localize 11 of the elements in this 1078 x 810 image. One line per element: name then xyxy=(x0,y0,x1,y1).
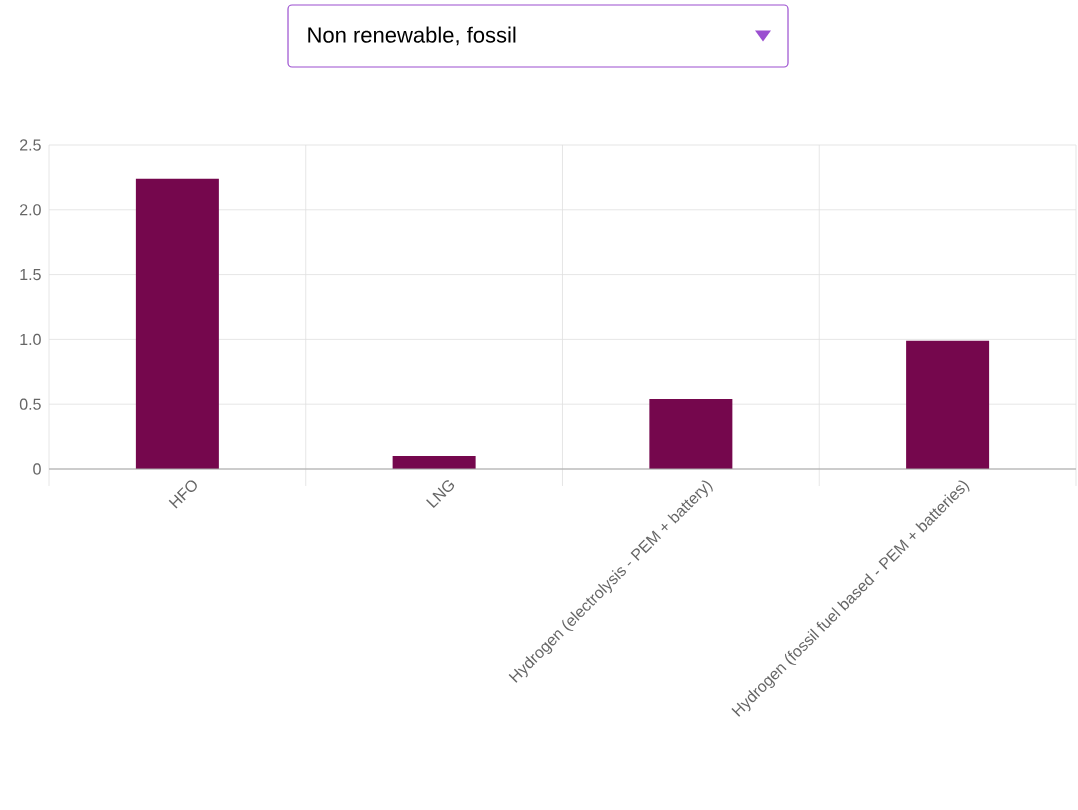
y-tick-label: 1.0 xyxy=(20,333,41,346)
y-tick-label: 2.5 xyxy=(20,139,41,151)
bar xyxy=(649,399,733,469)
y-tick-label: 1.5 xyxy=(20,269,41,281)
chart-title: Non renewable, fossil xyxy=(308,26,516,46)
y-tick-label: 0.5 xyxy=(19,398,41,410)
bar xyxy=(906,340,990,469)
y-tick-label: 2.0 xyxy=(20,204,41,216)
bar xyxy=(392,456,476,469)
y-tick-label: 0 xyxy=(33,463,41,475)
bar xyxy=(135,178,219,469)
